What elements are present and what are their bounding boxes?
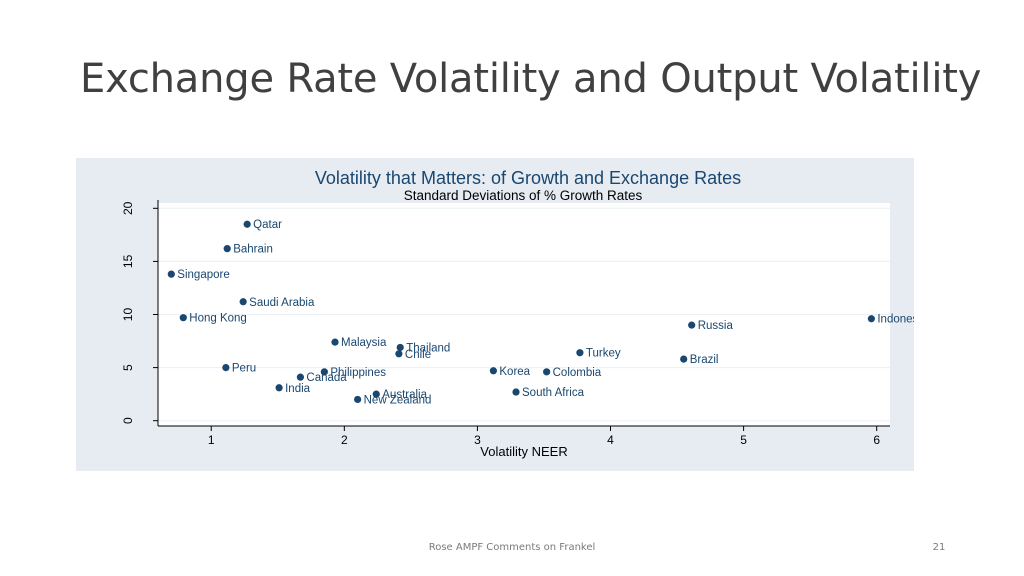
point-label-russia: Russia bbox=[698, 320, 734, 332]
y-tick-label: 5 bbox=[121, 364, 135, 371]
point-chile bbox=[395, 350, 403, 358]
point-saudi-arabia bbox=[239, 298, 247, 306]
chart-title: Volatility that Matters: of Growth and E… bbox=[315, 168, 741, 188]
point-thailand bbox=[396, 343, 404, 352]
slide-title: Exchange Rate Volatility and Output Vola… bbox=[80, 56, 982, 102]
point-russia bbox=[688, 321, 696, 329]
point-label-korea: Korea bbox=[499, 366, 530, 378]
point-label-peru: Peru bbox=[232, 363, 256, 375]
point-label-indonesia: Indonesia bbox=[877, 314, 914, 326]
point-label-qatar: Qatar bbox=[253, 219, 282, 231]
point-label-india: India bbox=[285, 383, 311, 395]
y-tick-label: 0 bbox=[121, 417, 135, 424]
point-label-chile: Chile bbox=[405, 349, 431, 361]
y-tick-label: 10 bbox=[121, 308, 135, 322]
x-tick-label: 5 bbox=[740, 433, 747, 447]
point-india bbox=[275, 384, 283, 392]
point-singapore bbox=[167, 270, 175, 278]
scatter-chart: 1 2 3 4 5 6 0 5 10 15 20 Qatar Bahrain Singapore Saud… bbox=[121, 168, 914, 459]
y-tick-label: 20 bbox=[121, 201, 135, 215]
chart-subtitle: Standard Deviations of % Growth Rates bbox=[404, 188, 643, 203]
point-label-canada: Canada bbox=[306, 372, 347, 384]
point-hong-kong bbox=[179, 314, 187, 322]
point-australia bbox=[372, 390, 380, 398]
point-brazil bbox=[680, 355, 688, 363]
point-label-saudi-arabia: Saudi Arabia bbox=[249, 297, 315, 309]
point-turkey bbox=[576, 349, 584, 357]
x-tick-label: 4 bbox=[607, 433, 614, 447]
point-label-south-africa: South Africa bbox=[522, 387, 585, 399]
gridlines bbox=[158, 207, 890, 422]
point-malaysia bbox=[331, 338, 339, 346]
point-label-bahrain: Bahrain bbox=[233, 244, 273, 256]
point-peru bbox=[222, 363, 230, 372]
y-tick-label: 15 bbox=[121, 254, 135, 268]
x-tick-label: 3 bbox=[474, 433, 481, 447]
page-number: 21 bbox=[932, 542, 946, 553]
point-indonesia bbox=[867, 315, 875, 323]
point-label-hong-kong: Hong Kong bbox=[189, 313, 247, 325]
point-label-brazil: Brazil bbox=[690, 354, 719, 366]
point-new-zealand bbox=[354, 395, 362, 404]
point-south-africa bbox=[512, 388, 520, 396]
point-label-malaysia: Malaysia bbox=[341, 337, 387, 349]
point-label-thailand: Thailand bbox=[406, 342, 450, 354]
point-label-australia: Australia bbox=[382, 389, 427, 401]
point-label-colombia: Colombia bbox=[553, 367, 602, 379]
point-canada bbox=[296, 373, 305, 381]
point-colombia bbox=[543, 368, 551, 376]
point-label-singapore: Singapore bbox=[177, 269, 229, 281]
point-bahrain bbox=[223, 245, 231, 253]
chart-panel: 1 2 3 4 5 6 0 5 10 15 20 Qatar Bahrain Singapore Saud… bbox=[76, 158, 914, 471]
point-label-new-zealand: New Zealand bbox=[364, 394, 432, 406]
footer-text: Rose AMPF Comments on Frankel bbox=[428, 542, 596, 553]
point-label-turkey: Turkey bbox=[586, 348, 621, 360]
axes: 1 2 3 4 5 6 0 5 10 15 20 bbox=[121, 200, 890, 447]
point-korea bbox=[489, 367, 497, 375]
x-tick-label: 2 bbox=[341, 433, 348, 447]
x-axis-label: Volatility NEER bbox=[480, 444, 567, 459]
point-philippines bbox=[320, 368, 328, 376]
x-tick-label: 1 bbox=[208, 433, 215, 447]
x-tick-label: 6 bbox=[873, 433, 880, 447]
point-label-philippines: Philippines bbox=[330, 367, 386, 379]
point-qatar bbox=[243, 220, 251, 228]
